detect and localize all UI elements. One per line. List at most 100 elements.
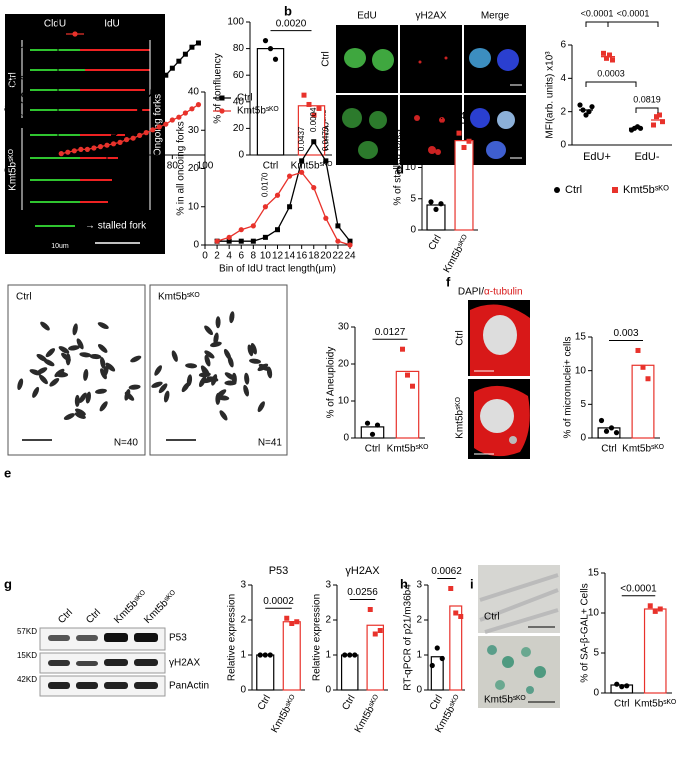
x-tick-label: 40	[101, 161, 113, 172]
marker	[226, 238, 232, 244]
lane-label: Kmt5bˢᴷᴼ	[142, 589, 179, 626]
panel-label: b	[284, 3, 292, 18]
x-tick-label: Ctrl	[427, 233, 444, 252]
y-tick-label: 3	[416, 580, 422, 591]
chromosome	[58, 346, 70, 354]
p-value: 0.0020	[276, 18, 307, 29]
chromosome	[63, 413, 75, 421]
chromosome	[198, 372, 211, 378]
legend-marker	[72, 31, 78, 37]
bar	[449, 605, 463, 691]
marker-label: 42KD	[17, 675, 37, 684]
data-point	[439, 655, 445, 662]
data-point	[645, 376, 651, 382]
y-tick-label: 0	[560, 140, 566, 151]
data-point	[352, 652, 358, 658]
legend-marker	[612, 187, 618, 193]
marker	[130, 135, 136, 141]
data-point	[364, 420, 371, 426]
y-axis-label: % of confluency	[213, 53, 224, 124]
legend-marker	[554, 187, 560, 193]
data-point	[647, 603, 653, 609]
y-tick-label: 0	[193, 240, 199, 251]
marker	[97, 139, 103, 145]
marker	[169, 117, 175, 123]
marker	[124, 137, 130, 143]
metaphase-images	[7, 284, 288, 456]
data-point	[410, 383, 415, 389]
x-tick-label: 12	[272, 251, 284, 262]
y-tick-label: 10	[188, 201, 200, 212]
x-axis-label: Bin of IdU tract length(μm)	[219, 264, 336, 275]
y-axis-label: % of stalled forks	[393, 129, 404, 205]
panel-label: e	[4, 465, 11, 480]
y-tick-label: 5	[593, 648, 599, 659]
y-tick-label: 6	[560, 40, 566, 51]
y-tick-label: 1	[325, 650, 331, 661]
data-point	[589, 104, 595, 110]
data-point	[453, 610, 459, 616]
chart-title: γH2AX	[345, 565, 380, 577]
bar	[340, 654, 359, 691]
row-label: Ctrl	[455, 330, 466, 346]
marker	[262, 234, 268, 240]
chromosome	[163, 390, 170, 403]
count-label: N=40	[114, 438, 139, 449]
marker	[347, 242, 353, 248]
data-point	[607, 52, 612, 58]
bar	[366, 624, 385, 691]
row-label: Kmt5bˢᴷᴼ	[321, 109, 332, 151]
y-tick-label: 10	[338, 396, 350, 407]
data-point	[466, 138, 472, 144]
x-tick-label: Kmt5bˢᴷᴼ	[634, 699, 676, 710]
panel-label: d	[396, 161, 404, 176]
x-tick-label: Kmt5bˢᴷᴼ	[353, 693, 383, 735]
data-point	[601, 50, 606, 56]
chromosome	[97, 322, 109, 330]
data-point	[583, 112, 589, 118]
bar	[282, 621, 301, 691]
marker	[143, 97, 149, 103]
y-tick-label: 10	[575, 365, 587, 376]
p-value: 0.0004	[309, 107, 318, 132]
marker	[156, 124, 162, 130]
y-tick-label: 80	[233, 43, 245, 54]
y-tick-label: 2	[240, 615, 246, 626]
chromosome	[185, 363, 198, 369]
x-tick-label: 80	[167, 161, 179, 172]
y-tick-label: 2	[325, 615, 331, 626]
marker	[311, 139, 317, 145]
y-tick-label: 60	[233, 70, 245, 81]
p-value: 0.0256	[347, 587, 378, 598]
chromosome	[74, 412, 86, 419]
marker	[250, 223, 256, 229]
x-tick-label: 60	[134, 161, 146, 172]
y-tick-label: 100	[227, 17, 244, 28]
panel-label: g	[4, 576, 12, 591]
x-tick-label: 2	[214, 251, 220, 262]
data-point	[433, 206, 439, 212]
marker	[169, 65, 175, 71]
chromosome	[219, 410, 228, 421]
y-axis-label: MFI(arb. units) x10³	[545, 51, 556, 139]
data-point	[603, 428, 610, 434]
data-point	[262, 38, 269, 44]
western-blot	[39, 627, 166, 697]
y-tick-label: 2	[560, 106, 566, 117]
chromosome	[39, 374, 48, 385]
p-value: <0.0001	[620, 583, 657, 594]
chromosome	[83, 368, 89, 381]
protein-label: P53	[169, 633, 187, 644]
legend-marker	[219, 95, 225, 101]
data-point	[347, 652, 353, 658]
marker	[176, 114, 182, 120]
row-label: Ctrl	[8, 72, 19, 88]
chromosome	[181, 381, 190, 393]
chromosome	[72, 323, 78, 336]
p-value: 0.0004	[435, 111, 466, 122]
row-label: Ctrl	[321, 51, 332, 67]
y-tick-label: 0	[593, 688, 599, 699]
x-tick-label: 4	[226, 251, 232, 262]
chromosome	[250, 342, 257, 355]
